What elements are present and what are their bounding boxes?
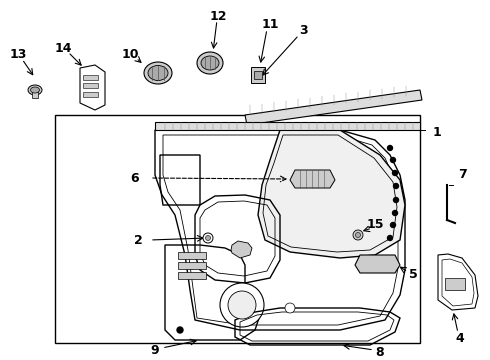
Polygon shape xyxy=(290,170,335,188)
Text: 14: 14 xyxy=(54,41,72,54)
Circle shape xyxy=(285,303,295,313)
Text: 7: 7 xyxy=(458,168,466,181)
Text: 8: 8 xyxy=(376,346,384,359)
Text: 15: 15 xyxy=(366,219,384,231)
Text: 11: 11 xyxy=(261,18,279,31)
Ellipse shape xyxy=(144,62,172,84)
Bar xyxy=(83,75,98,80)
Circle shape xyxy=(228,291,256,319)
Text: 9: 9 xyxy=(151,343,159,356)
Bar xyxy=(55,115,420,343)
Polygon shape xyxy=(355,255,400,273)
Bar xyxy=(251,67,265,83)
Bar xyxy=(32,90,38,98)
Polygon shape xyxy=(155,122,420,130)
Polygon shape xyxy=(231,241,252,258)
Text: 2: 2 xyxy=(134,234,143,247)
Circle shape xyxy=(392,211,397,216)
Polygon shape xyxy=(245,90,422,125)
Ellipse shape xyxy=(28,85,42,95)
Text: 3: 3 xyxy=(299,24,307,37)
Circle shape xyxy=(392,171,397,175)
Circle shape xyxy=(203,233,213,243)
Circle shape xyxy=(356,233,361,238)
Circle shape xyxy=(391,222,395,228)
Circle shape xyxy=(177,327,183,333)
Circle shape xyxy=(393,198,398,202)
Text: 13: 13 xyxy=(9,49,26,62)
Circle shape xyxy=(391,158,395,162)
Text: 12: 12 xyxy=(209,9,227,22)
Circle shape xyxy=(353,230,363,240)
Polygon shape xyxy=(258,130,405,258)
Bar xyxy=(445,278,465,290)
Circle shape xyxy=(205,235,211,240)
Text: 1: 1 xyxy=(433,126,441,139)
Circle shape xyxy=(388,235,392,240)
Text: 5: 5 xyxy=(409,269,417,282)
Ellipse shape xyxy=(201,56,219,70)
Text: 4: 4 xyxy=(456,332,465,345)
Circle shape xyxy=(220,283,264,327)
Ellipse shape xyxy=(30,87,40,93)
Text: 10: 10 xyxy=(121,49,139,62)
Bar xyxy=(178,262,206,269)
Bar xyxy=(254,71,262,79)
Bar xyxy=(83,92,98,97)
Ellipse shape xyxy=(197,52,223,74)
Bar xyxy=(83,83,98,88)
Circle shape xyxy=(388,145,392,150)
Text: 6: 6 xyxy=(131,171,139,184)
Ellipse shape xyxy=(148,66,168,81)
Circle shape xyxy=(393,184,398,189)
Bar xyxy=(178,252,206,259)
Bar xyxy=(178,272,206,279)
